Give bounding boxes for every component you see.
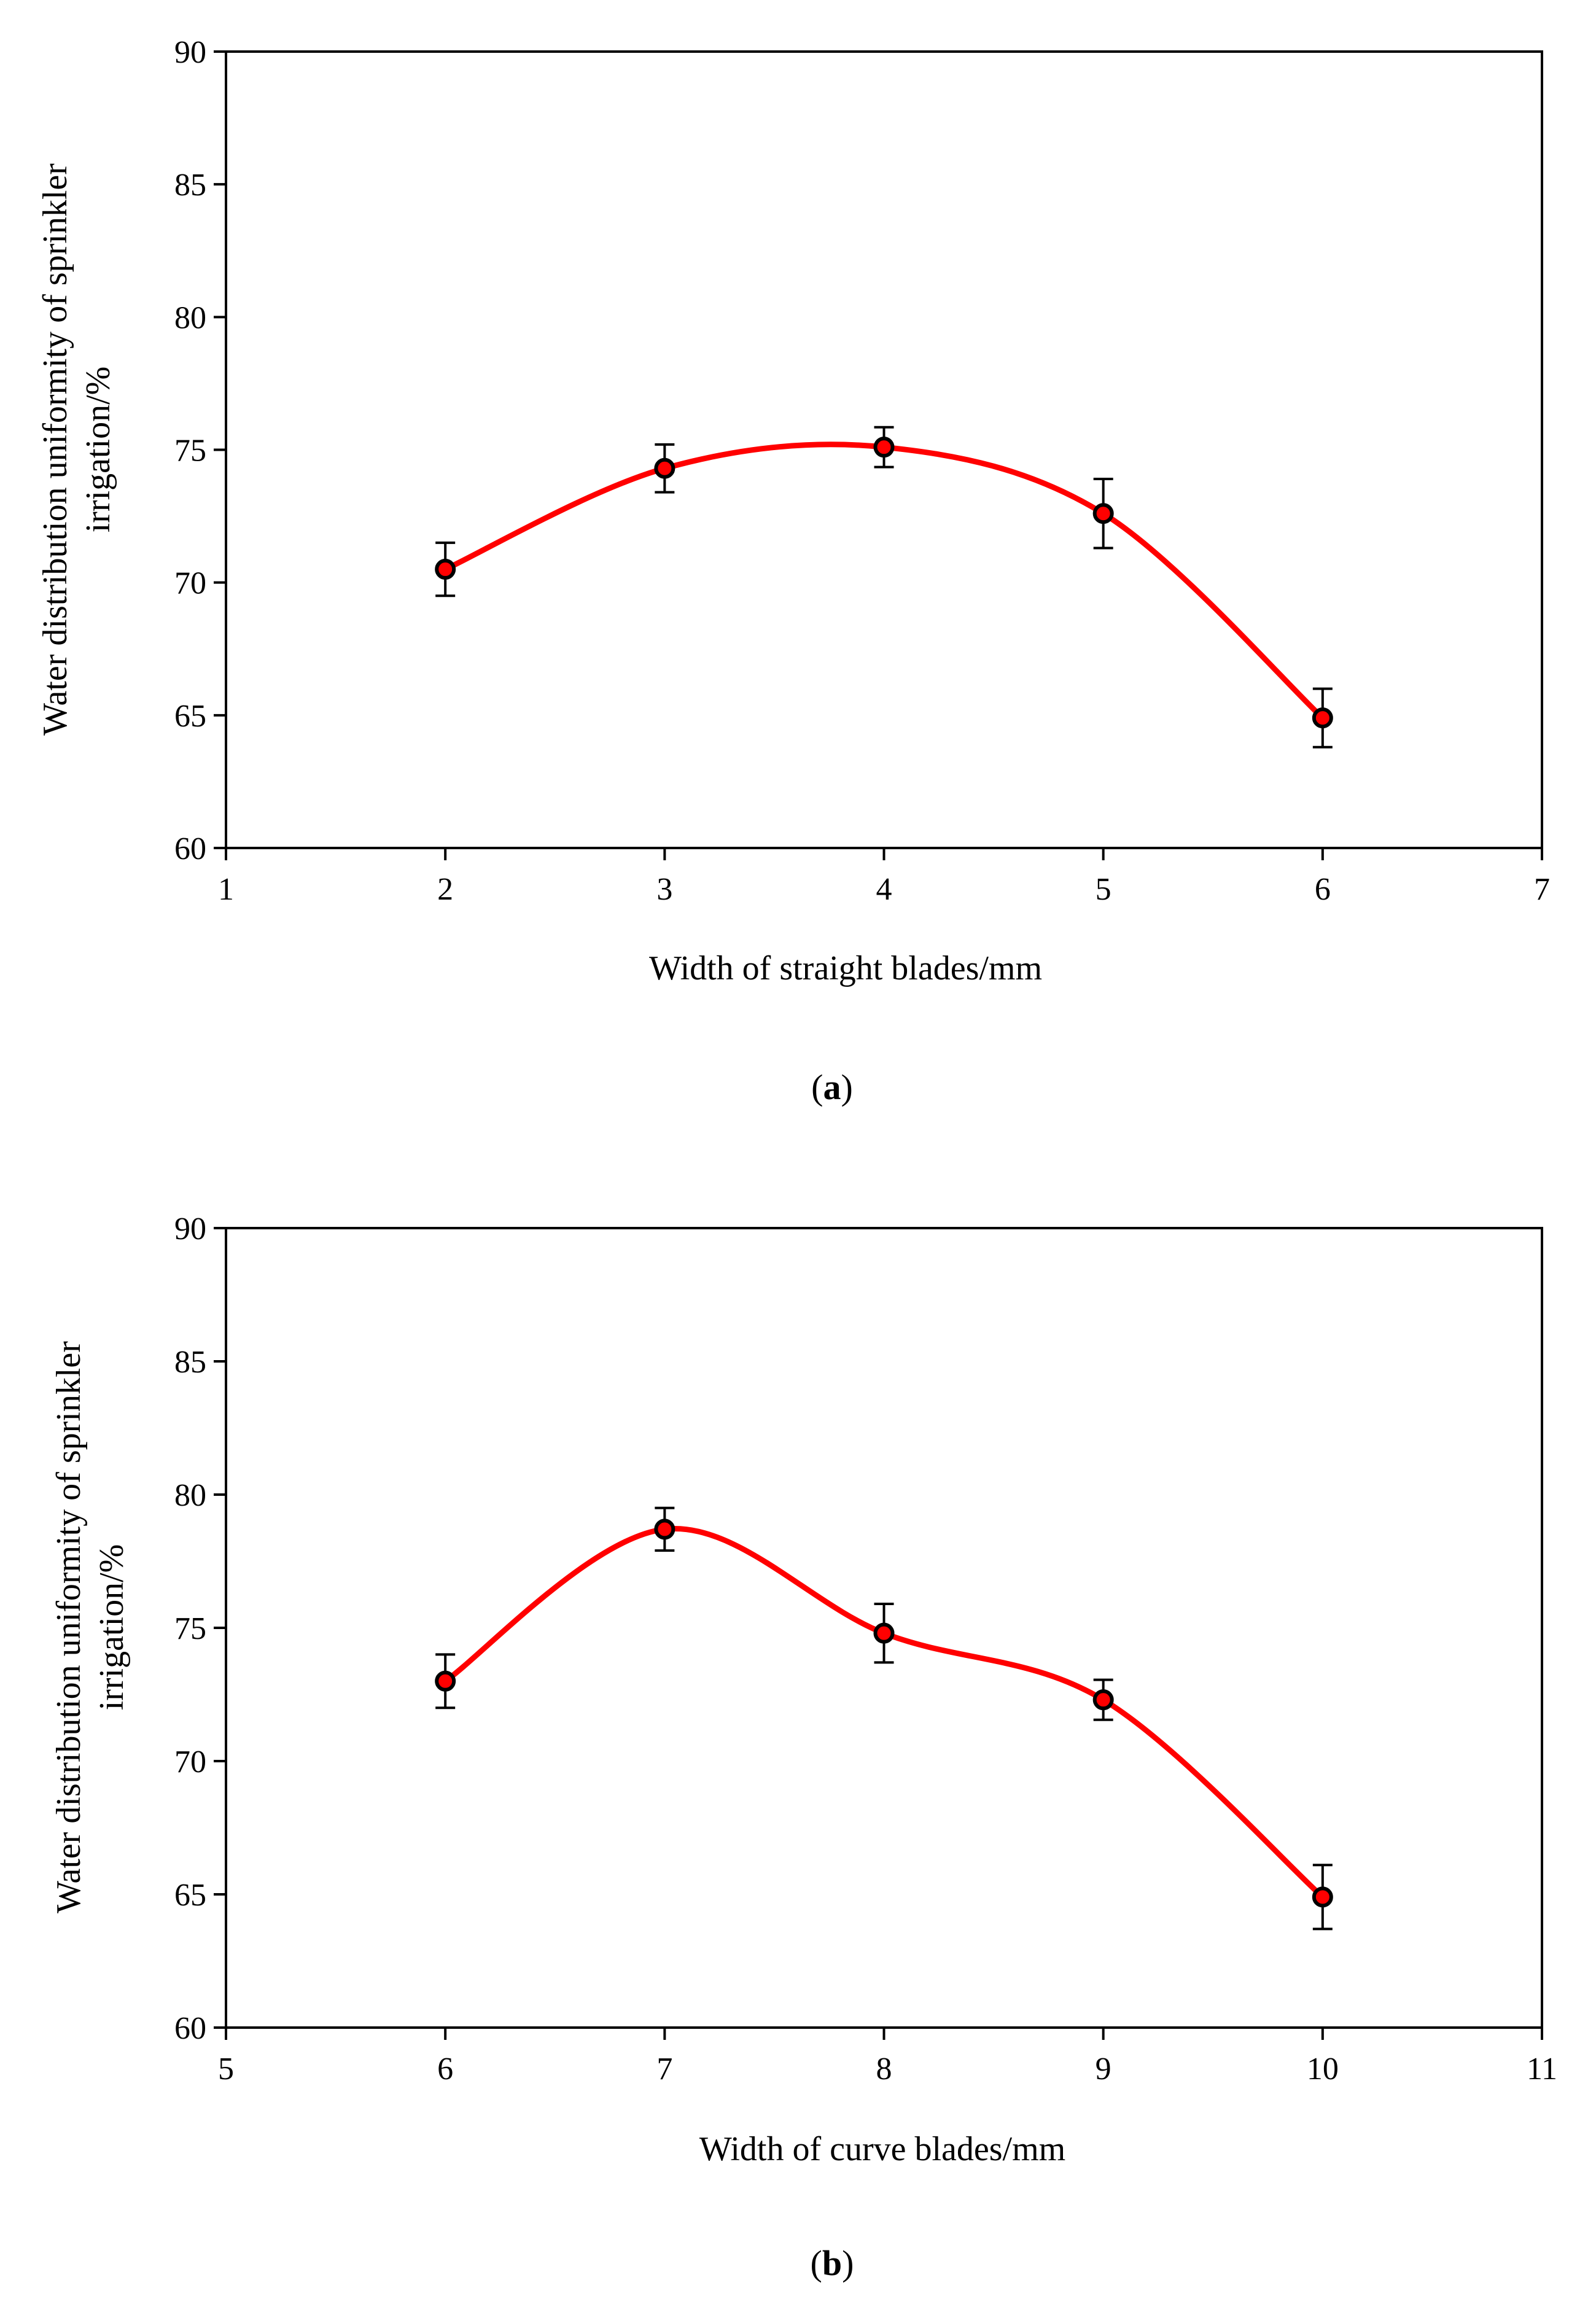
panel-b-x-tick-label: 8 xyxy=(876,2052,892,2087)
panel-b-ticks: 60 65 70 75 80 85 90 5 6 7 8 9 10 11 xyxy=(174,1212,1557,2087)
panel-a-data-point xyxy=(435,559,456,580)
panel-b-y-tick-label: 70 xyxy=(174,1745,206,1780)
panel-a-ticks: 60 65 70 75 80 85 90 1 2 3 4 5 6 7 xyxy=(174,35,1550,907)
panel-b-x-axis-title: Width of curve blades/mm xyxy=(699,2130,1065,2168)
panel-b-y-tick-label: 65 xyxy=(174,1878,206,1913)
panel-a-data-point xyxy=(873,437,895,458)
panel-a-x-tick-label: 6 xyxy=(1315,872,1331,907)
panel-a-data-point xyxy=(654,457,675,479)
panel-a-y-tick-label: 75 xyxy=(174,434,206,469)
panel-a-caption: (a) xyxy=(811,1067,853,1107)
panel-b-y-axis-title-line2: irrigation/% xyxy=(93,1544,131,1711)
panel-a-data-point xyxy=(1092,503,1114,524)
panel-a-y-tick-label: 65 xyxy=(174,699,206,734)
panel-b-y-axis-title-line1: Water distribution uniformity of sprinkl… xyxy=(50,1341,88,1913)
panel-a-y-axis-title-line2: irrigation/% xyxy=(79,367,117,533)
panel-b-data-point xyxy=(435,1670,456,1692)
panel-a-x-tick-label: 4 xyxy=(876,872,892,907)
panel-b-data-point xyxy=(1092,1689,1114,1711)
panel-a-y-tick-label: 90 xyxy=(174,35,206,70)
panel-a-y-tick-label: 70 xyxy=(174,566,206,601)
panel-b-data-point xyxy=(654,1519,675,1540)
panel-a-caption-letter: a xyxy=(823,1067,841,1107)
chart-panel-b: 60 65 70 75 80 85 90 5 6 7 8 9 10 11 Width of curve b… xyxy=(50,1212,1557,2283)
panel-a-x-tick-label: 2 xyxy=(437,872,453,907)
panel-a-x-tick-label: 3 xyxy=(656,872,672,907)
panel-a-x-tick-label: 7 xyxy=(1534,872,1550,907)
panel-b-x-tick-label: 11 xyxy=(1527,2052,1557,2087)
panel-b-x-tick-label: 6 xyxy=(437,2052,453,2087)
panel-b-data-point xyxy=(1312,1886,1333,1908)
panel-b-y-tick-label: 85 xyxy=(174,1345,206,1380)
panel-b-y-tick-label: 60 xyxy=(174,2011,206,2046)
panel-a-y-tick-label: 85 xyxy=(174,168,206,203)
panel-b-x-tick-label: 9 xyxy=(1096,2052,1111,2087)
panel-a-y-axis-title-line1: Water distribution uniformity of sprinkl… xyxy=(36,163,74,736)
panel-b-y-tick-label: 75 xyxy=(174,1611,206,1646)
panel-a-y-tick-label: 60 xyxy=(174,831,206,866)
panel-b-x-tick-label: 7 xyxy=(656,2052,672,2087)
panel-b-x-tick-label: 5 xyxy=(218,2052,234,2087)
panel-b-caption: (b) xyxy=(811,2243,854,2283)
panel-a-series xyxy=(435,426,1333,749)
panel-b-x-tick-label: 10 xyxy=(1307,2052,1339,2087)
panel-a-x-tick-label: 5 xyxy=(1096,872,1111,907)
chart-panel-a: 60 65 70 75 80 85 90 1 2 3 4 5 6 7 Width of straight … xyxy=(36,35,1550,1107)
panel-b-y-tick-label: 80 xyxy=(174,1478,206,1513)
panel-b-y-tick-label: 90 xyxy=(174,1212,206,1247)
panel-b-data-point xyxy=(873,1622,895,1644)
panel-a-data-point xyxy=(1312,707,1333,729)
panel-b-caption-letter: b xyxy=(822,2243,842,2283)
panel-b-series xyxy=(435,1506,1333,1931)
panel-a-y-tick-label: 80 xyxy=(174,300,206,335)
panel-a-x-axis-title: Width of straight blades/mm xyxy=(649,949,1042,987)
panel-a-x-tick-label: 1 xyxy=(218,872,234,907)
